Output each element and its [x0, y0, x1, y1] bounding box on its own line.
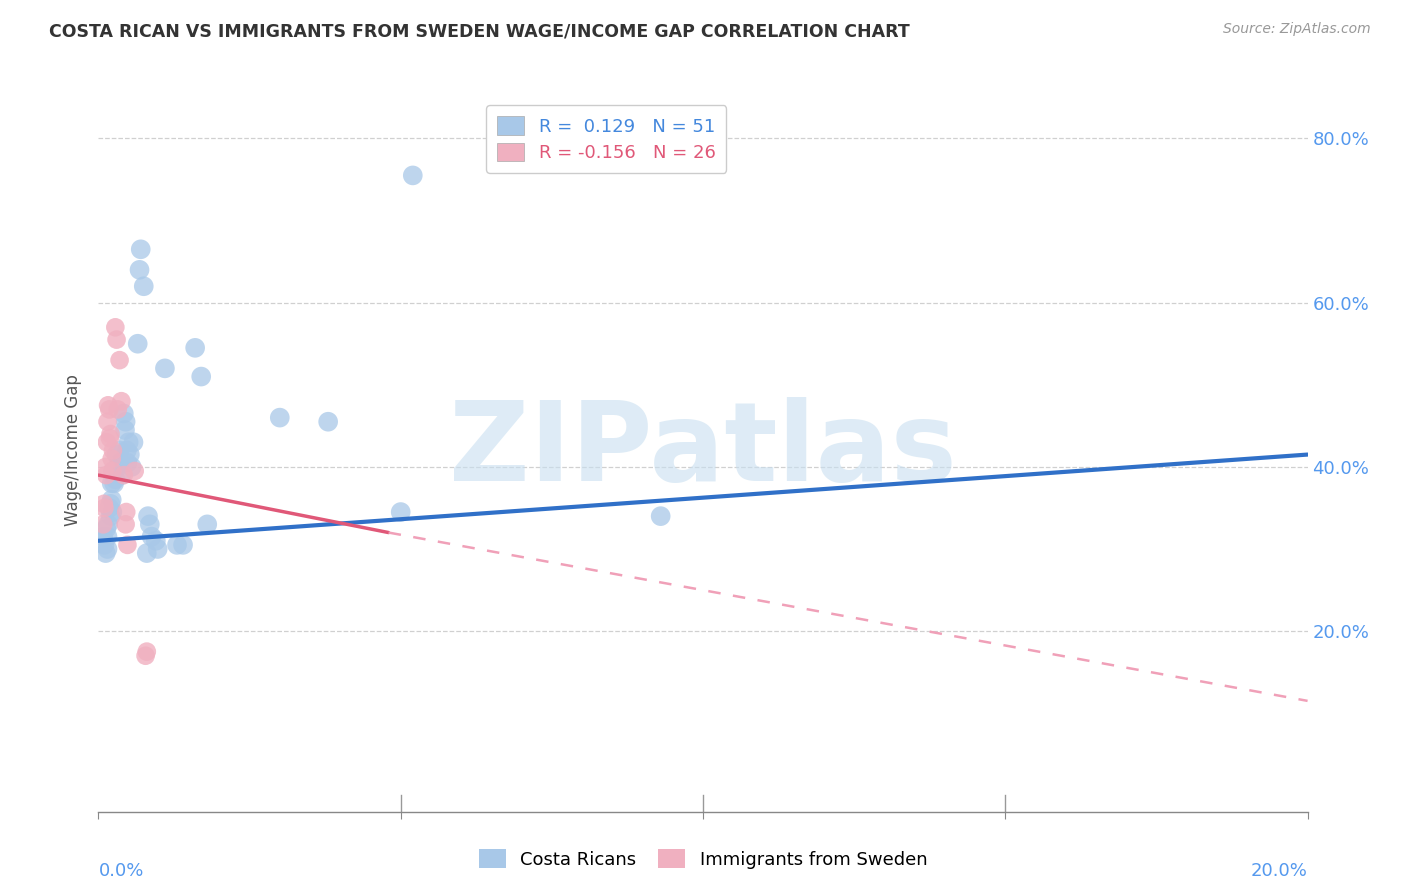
Text: 20.0%: 20.0% — [1251, 863, 1308, 880]
Point — [153, 361, 176, 376]
Point — [141, 530, 163, 544]
Point — [104, 320, 127, 334]
Point — [122, 435, 145, 450]
Point — [136, 509, 159, 524]
Point — [96, 521, 118, 535]
Point — [101, 464, 124, 478]
Point — [91, 517, 114, 532]
Point — [100, 497, 122, 511]
Point — [166, 538, 188, 552]
Point — [389, 505, 412, 519]
Point — [96, 530, 118, 544]
Point — [112, 468, 135, 483]
Point — [172, 538, 194, 552]
Point — [117, 456, 139, 470]
Point — [100, 451, 122, 466]
Point — [108, 456, 131, 470]
Point — [146, 541, 169, 556]
Point — [96, 415, 118, 429]
Legend: Costa Ricans, Immigrants from Sweden: Costa Ricans, Immigrants from Sweden — [471, 842, 935, 876]
Point — [115, 443, 138, 458]
Point — [402, 169, 425, 183]
Point — [100, 476, 122, 491]
Point — [124, 464, 146, 478]
Point — [93, 500, 115, 515]
Text: Source: ZipAtlas.com: Source: ZipAtlas.com — [1223, 22, 1371, 37]
Point — [96, 541, 118, 556]
Legend: R =  0.129   N = 51, R = -0.156   N = 26: R = 0.129 N = 51, R = -0.156 N = 26 — [486, 105, 727, 173]
Y-axis label: Wage/Income Gap: Wage/Income Gap — [65, 375, 83, 526]
Point — [105, 448, 128, 462]
Point — [91, 530, 114, 544]
Point — [103, 464, 125, 478]
Text: ZIPatlas: ZIPatlas — [449, 397, 957, 504]
Point — [135, 648, 157, 663]
Point — [108, 443, 131, 458]
Point — [650, 509, 672, 524]
Point — [100, 492, 122, 507]
Point — [117, 538, 139, 552]
Point — [190, 369, 212, 384]
Point — [94, 546, 117, 560]
Point — [269, 410, 291, 425]
Point — [129, 242, 152, 256]
Point — [108, 353, 131, 368]
Point — [132, 279, 155, 293]
Point — [98, 402, 121, 417]
Point — [98, 431, 121, 445]
Point — [100, 509, 122, 524]
Point — [114, 423, 136, 437]
Point — [97, 398, 120, 412]
Point — [128, 262, 150, 277]
Point — [118, 435, 141, 450]
Point — [145, 533, 167, 548]
Text: COSTA RICAN VS IMMIGRANTS FROM SWEDEN WAGE/INCOME GAP CORRELATION CHART: COSTA RICAN VS IMMIGRANTS FROM SWEDEN WA… — [49, 22, 910, 40]
Point — [97, 517, 120, 532]
Point — [127, 336, 149, 351]
Point — [139, 517, 162, 532]
Point — [118, 448, 141, 462]
Point — [110, 394, 132, 409]
Point — [96, 435, 118, 450]
Text: 0.0%: 0.0% — [98, 863, 143, 880]
Point — [107, 402, 129, 417]
Point — [100, 427, 122, 442]
Point — [96, 468, 118, 483]
Point — [98, 500, 121, 515]
Point — [93, 497, 115, 511]
Point — [112, 407, 135, 421]
Point — [114, 415, 136, 429]
Point — [135, 546, 157, 560]
Point — [115, 505, 138, 519]
Point — [104, 472, 127, 486]
Point — [135, 645, 157, 659]
Point — [94, 459, 117, 474]
Point — [316, 415, 339, 429]
Point — [107, 459, 129, 474]
Point — [101, 443, 124, 458]
Point — [101, 505, 124, 519]
Point — [93, 538, 115, 552]
Point — [114, 517, 136, 532]
Point — [103, 476, 125, 491]
Point — [184, 341, 207, 355]
Point — [110, 468, 132, 483]
Point — [121, 459, 143, 474]
Point — [105, 333, 128, 347]
Point — [195, 517, 218, 532]
